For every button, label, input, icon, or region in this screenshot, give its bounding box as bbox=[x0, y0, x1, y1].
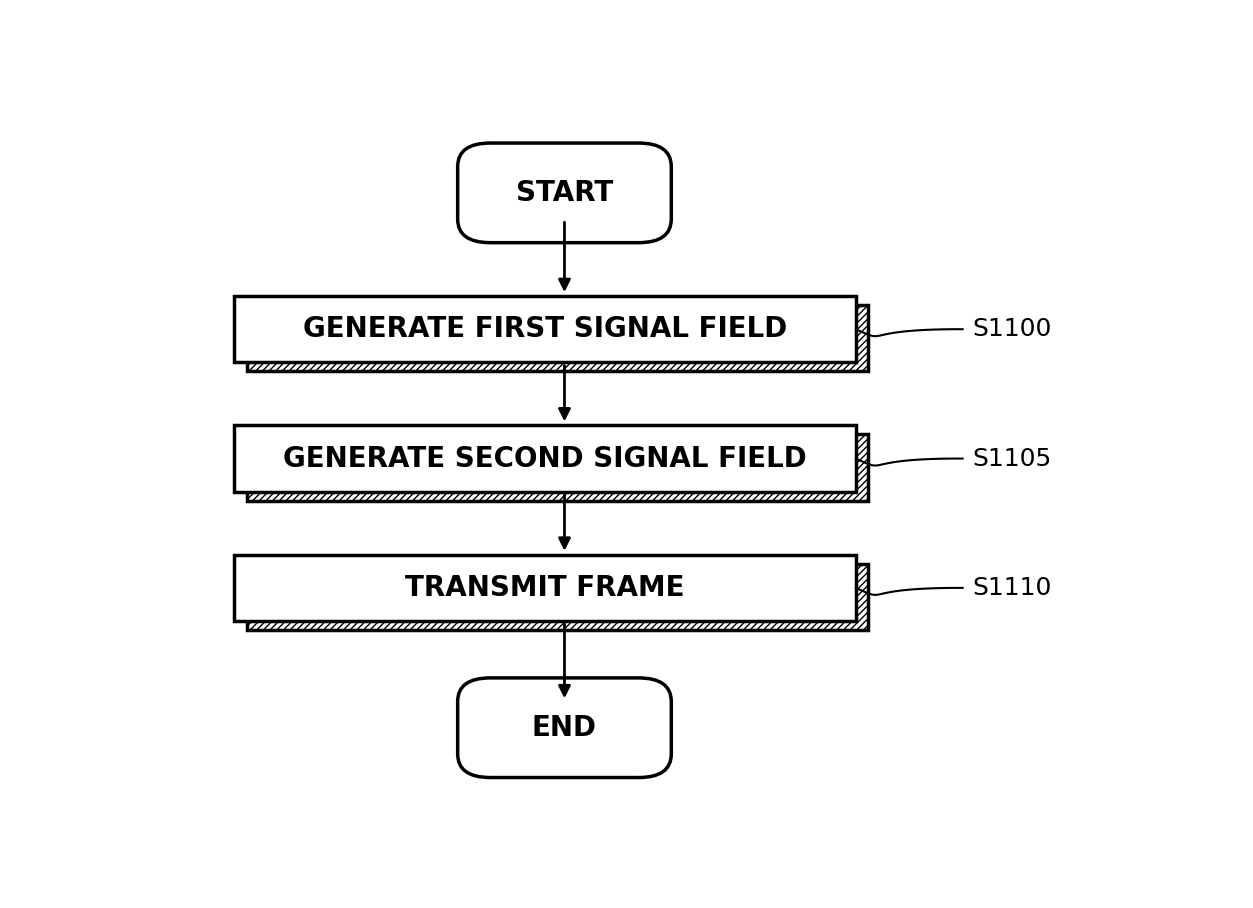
Text: GENERATE FIRST SIGNAL FIELD: GENERATE FIRST SIGNAL FIELD bbox=[303, 315, 787, 343]
FancyBboxPatch shape bbox=[457, 143, 672, 242]
Text: GENERATE SECOND SIGNAL FIELD: GENERATE SECOND SIGNAL FIELD bbox=[283, 445, 807, 472]
FancyBboxPatch shape bbox=[234, 555, 856, 621]
Text: S1105: S1105 bbox=[972, 447, 1051, 470]
FancyBboxPatch shape bbox=[234, 296, 856, 362]
FancyBboxPatch shape bbox=[234, 425, 856, 492]
FancyBboxPatch shape bbox=[457, 678, 672, 777]
Text: S1110: S1110 bbox=[972, 576, 1051, 600]
Text: TRANSMIT FRAME: TRANSMIT FRAME bbox=[405, 574, 685, 602]
Text: S1100: S1100 bbox=[972, 317, 1051, 341]
Text: END: END bbox=[533, 714, 596, 742]
Text: START: START bbox=[516, 179, 613, 207]
